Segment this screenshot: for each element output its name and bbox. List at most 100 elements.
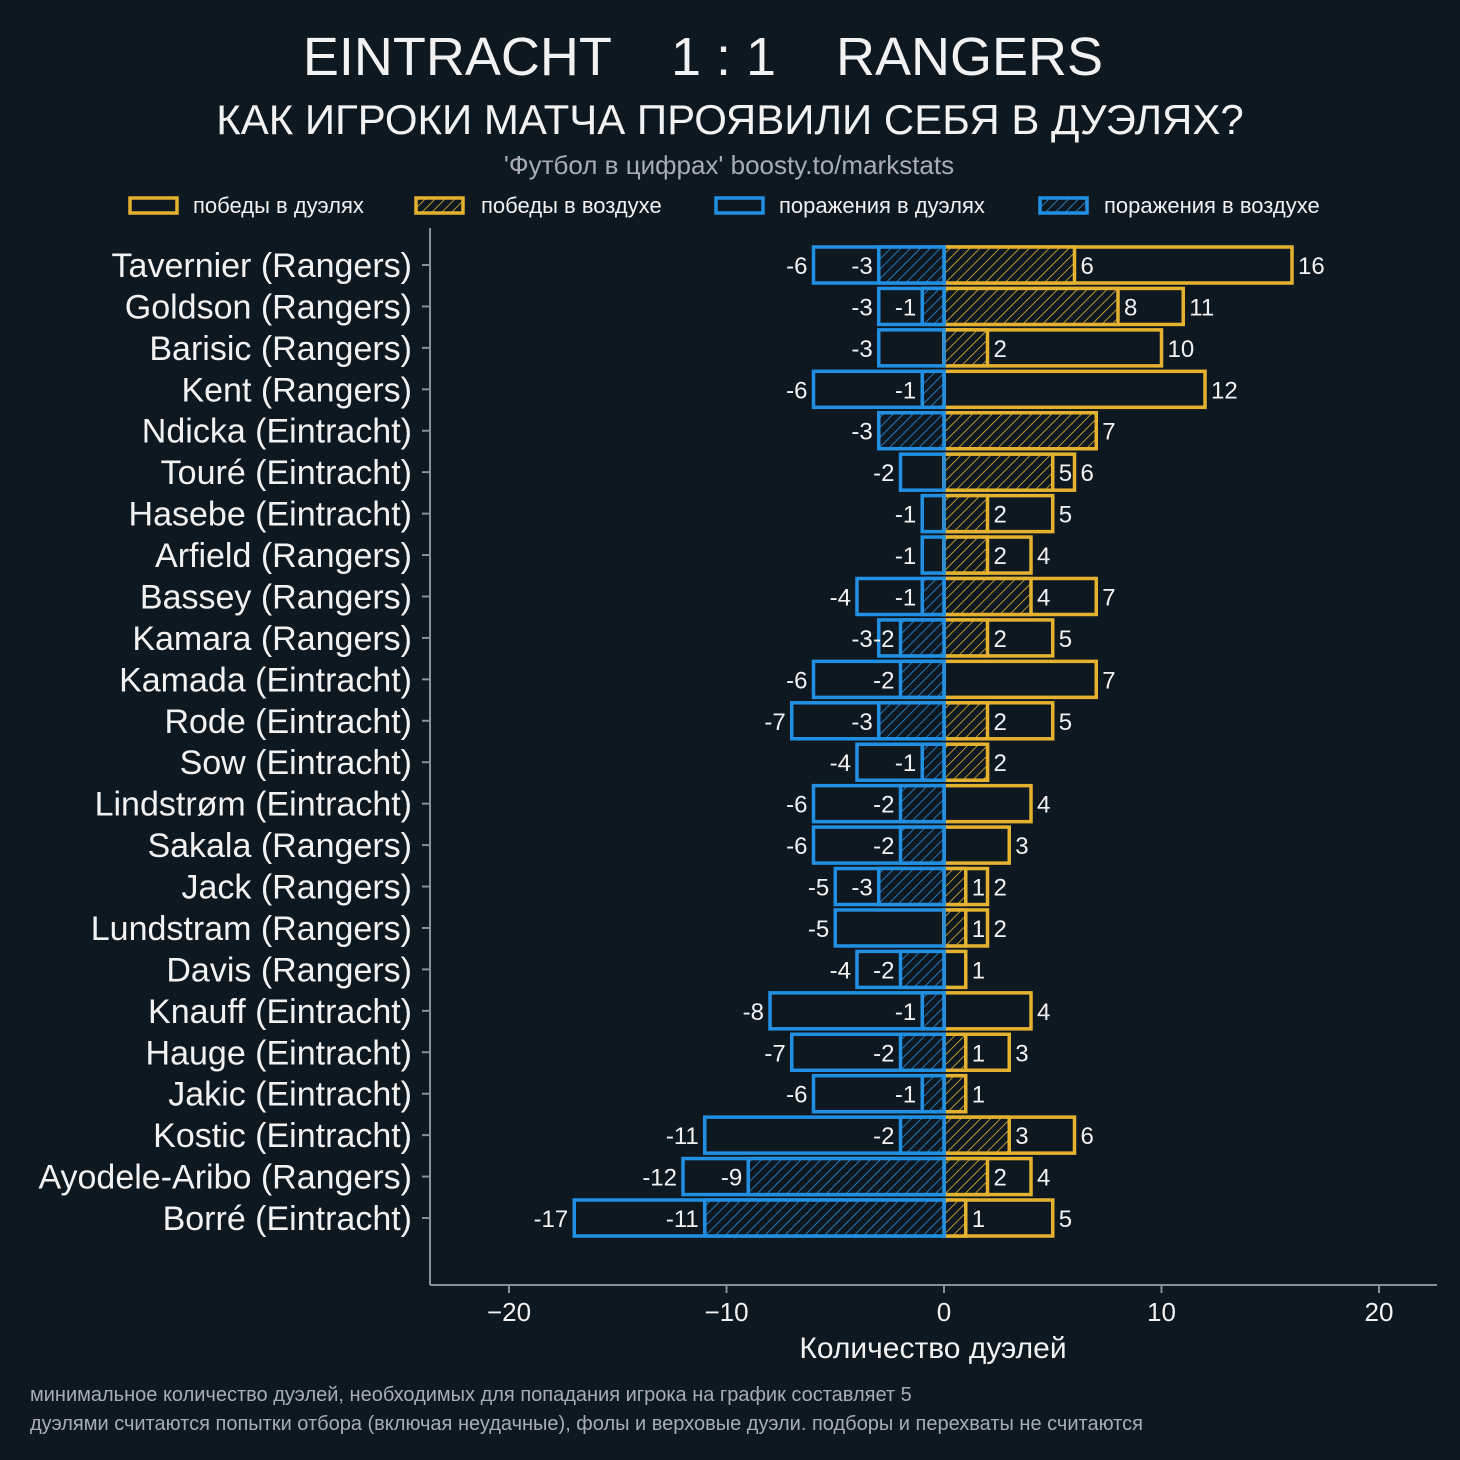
label-losses-duels: -6 xyxy=(786,792,807,819)
bar-wins-air xyxy=(942,618,990,658)
bar-wins-air xyxy=(942,701,990,741)
player-label: Davis (Rangers) xyxy=(166,951,412,989)
label-losses-duels: -5 xyxy=(808,875,829,902)
bar-wins-air xyxy=(942,452,1055,492)
legend-label-losses-duels: поражения в дуэлях xyxy=(779,193,985,218)
label-losses-air: -2 xyxy=(873,957,894,984)
player-label: Hasebe (Eintracht) xyxy=(129,496,412,534)
label-wins-duels: 3 xyxy=(1015,1040,1028,1067)
label-losses-air: -3 xyxy=(851,875,872,902)
label-wins-duels: 4 xyxy=(1037,1165,1050,1192)
player-label: Ndicka (Eintracht) xyxy=(142,413,412,451)
label-wins-duels: 3 xyxy=(1015,833,1028,860)
label-losses-duels: -3 xyxy=(851,419,872,446)
label-losses-air: -1 xyxy=(895,999,916,1026)
bar-losses-air xyxy=(920,369,946,410)
bar-wins-air xyxy=(942,535,990,575)
bar-losses-air xyxy=(920,742,946,782)
bar-losses-duels xyxy=(920,493,946,534)
label-wins-duels: 7 xyxy=(1102,419,1115,446)
label-wins-air: 1 xyxy=(972,875,985,902)
player-label: Borré (Eintracht) xyxy=(163,1200,412,1238)
bar-losses-air xyxy=(877,245,946,285)
bar-wins-air xyxy=(942,286,1120,327)
legend-label-wins-duels: победы в дуэлях xyxy=(193,193,364,218)
bar-wins-air xyxy=(942,576,1033,617)
player-label: Kamara (Rangers) xyxy=(132,620,412,658)
label-losses-air: -2 xyxy=(873,626,894,653)
bar-wins-air xyxy=(942,742,990,782)
bar-wins-duels xyxy=(942,783,1033,824)
bar-wins-air xyxy=(942,245,1077,285)
label-wins-duels: 6 xyxy=(1081,460,1094,487)
label-wins-duels: 2 xyxy=(994,875,1007,902)
label-losses-air: -1 xyxy=(895,584,916,611)
label-wins-duels: 4 xyxy=(1037,792,1050,819)
player-label: Ayodele-Aribo (Rangers) xyxy=(38,1159,412,1197)
bar-losses-air xyxy=(703,1198,946,1238)
bar-wins-duels xyxy=(942,991,1033,1031)
label-wins-duels: 10 xyxy=(1168,336,1195,363)
x-tick-label: 10 xyxy=(1147,1297,1176,1327)
label-wins-air: 2 xyxy=(994,626,1007,653)
label-losses-duels: -3 xyxy=(851,336,872,363)
bar-wins-air xyxy=(942,866,968,907)
bar-losses-air xyxy=(898,1115,946,1155)
label-losses-duels: -7 xyxy=(764,1040,785,1067)
bar-losses-air xyxy=(920,576,946,617)
bar-losses-air xyxy=(898,949,946,990)
label-losses-air: -3 xyxy=(851,709,872,736)
x-tick-label: −10 xyxy=(704,1297,748,1327)
bar-losses-duels xyxy=(877,328,946,368)
player-label: Touré (Eintracht) xyxy=(161,454,412,492)
bar-wins-air xyxy=(942,328,990,368)
x-tick-label: 20 xyxy=(1365,1297,1394,1327)
label-losses-duels: -4 xyxy=(830,584,851,611)
label-wins-duels: 4 xyxy=(1037,543,1050,570)
player-label: Kostic (Eintracht) xyxy=(153,1117,412,1155)
player-label: Goldson (Rangers) xyxy=(125,288,412,326)
bar-losses-air xyxy=(920,991,946,1031)
label-wins-air: 1 xyxy=(972,1206,985,1233)
bar-losses-air xyxy=(877,866,946,907)
label-losses-duels: -8 xyxy=(743,999,764,1026)
bar-wins-duels xyxy=(942,949,968,990)
player-label: Jack (Rangers) xyxy=(181,869,412,907)
player-label: Kent (Rangers) xyxy=(181,371,412,409)
label-losses-duels: -3 xyxy=(851,626,872,653)
label-losses-duels: -6 xyxy=(786,667,807,694)
bar-losses-air xyxy=(746,1156,946,1197)
label-wins-air: 8 xyxy=(1124,294,1137,321)
label-losses-air: -3 xyxy=(851,253,872,280)
label-losses-duels: -5 xyxy=(808,916,829,943)
label-losses-duels: -4 xyxy=(830,957,851,984)
label-wins-duels: 5 xyxy=(1059,1206,1072,1233)
label-losses-duels: -3 xyxy=(851,294,872,321)
footnote-min-duels: минимальное количество дуэлей, необходим… xyxy=(30,1384,912,1406)
label-wins-air: 1 xyxy=(972,1040,985,1067)
bar-wins-air xyxy=(942,908,968,948)
label-losses-air: -2 xyxy=(873,792,894,819)
bar-losses-duels xyxy=(898,452,946,492)
player-label: Kamada (Eintracht) xyxy=(119,661,412,699)
player-label: Hauge (Eintracht) xyxy=(146,1034,412,1072)
bar-wins-air xyxy=(942,1198,968,1238)
bar-losses-duels xyxy=(833,908,946,948)
label-losses-air: -2 xyxy=(873,1123,894,1150)
label-wins-duels: 1 xyxy=(972,957,985,984)
label-wins-duels: 5 xyxy=(1059,626,1072,653)
label-losses-air: -1 xyxy=(895,377,916,404)
label-wins-air: 5 xyxy=(1059,460,1072,487)
label-losses-duels: -2 xyxy=(873,460,894,487)
player-label: Arfield (Rangers) xyxy=(155,537,412,575)
label-losses-air: -1 xyxy=(895,750,916,777)
player-label: Lindstrøm (Eintracht) xyxy=(95,786,412,824)
player-label: Tavernier (Rangers) xyxy=(112,247,412,285)
label-losses-duels: -7 xyxy=(764,709,785,736)
player-label: Knauff (Eintracht) xyxy=(148,993,412,1031)
label-losses-duels: -6 xyxy=(786,833,807,860)
x-axis-ticks: −20 −10 0 10 20 xyxy=(487,1285,1394,1327)
bar-losses-duels xyxy=(920,535,946,575)
bar-wins-air xyxy=(942,1115,1011,1155)
